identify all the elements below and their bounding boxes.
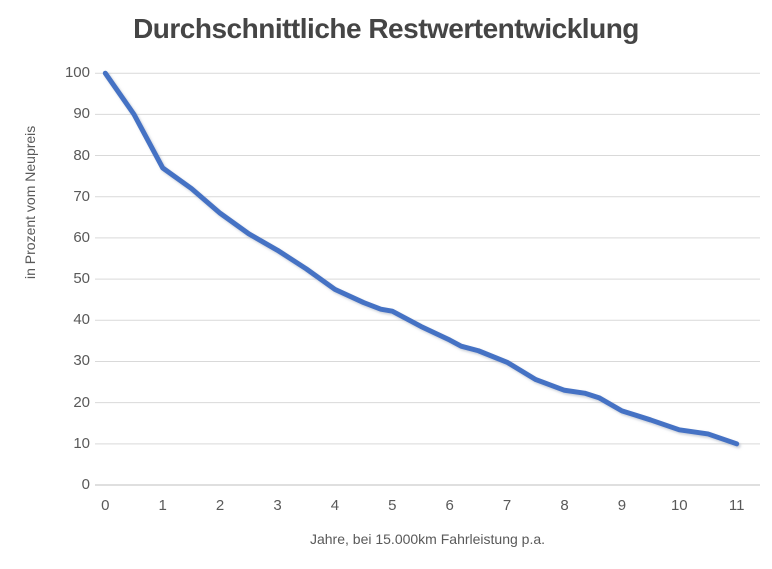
- x-tick-label: 5: [388, 497, 397, 514]
- x-tick-label: 11: [728, 497, 745, 514]
- data-line: [102, 70, 740, 447]
- gridlines: [95, 72, 760, 486]
- x-tick-label: 9: [617, 497, 627, 514]
- x-tick-label: 4: [330, 497, 340, 514]
- y-tick-label: 40: [73, 311, 90, 329]
- x-tick-label: 0: [101, 497, 110, 514]
- y-tick-label: 30: [73, 352, 90, 370]
- x-tick-label: 1: [158, 497, 167, 514]
- x-tick-label: 6: [445, 497, 454, 514]
- chart-title: Durchschnittliche Restwertentwicklung: [133, 13, 639, 44]
- y-tick-label: 100: [64, 64, 90, 82]
- x-tick-label: 10: [670, 497, 688, 514]
- x-tick-label: 7: [502, 497, 512, 514]
- x-axis-title: Jahre, bei 15.000km Fahrleistung p.a.: [309, 531, 546, 547]
- y-tick-label: 20: [73, 393, 90, 411]
- y-tick-label: 0: [81, 476, 90, 493]
- y-tick-label: 60: [73, 228, 90, 246]
- y-tick-label: 70: [73, 187, 90, 205]
- series-line: [102, 70, 740, 447]
- x-tick-label: 8: [560, 497, 569, 514]
- y-tick-label: 50: [73, 270, 90, 288]
- y-tick-label: 80: [73, 146, 90, 164]
- x-tick-label: 2: [215, 497, 225, 514]
- y-tick-label: 90: [73, 105, 90, 123]
- x-tick-label: 3: [273, 497, 282, 514]
- y-tick-label: 10: [73, 434, 90, 452]
